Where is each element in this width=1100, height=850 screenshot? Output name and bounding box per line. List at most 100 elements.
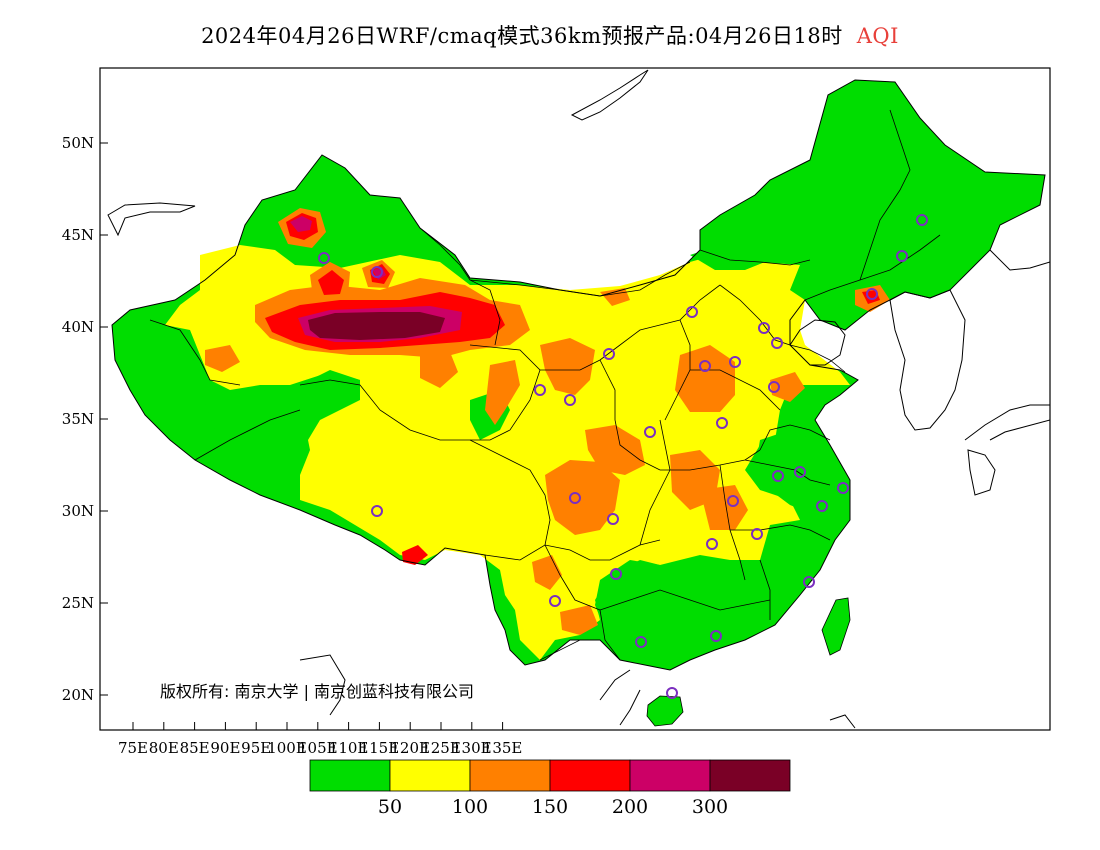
bohai-bay [789,319,846,366]
station-marker[interactable] [916,214,928,226]
legend-label: 50 [378,796,402,818]
legend-label: 200 [612,796,648,818]
aqi-orange-gansu [485,360,520,425]
legend-swatch [709,759,791,792]
station-marker[interactable] [716,417,728,429]
station-marker[interactable] [699,360,711,372]
station-marker[interactable] [603,348,615,360]
legend-swatch [309,759,391,792]
station-marker[interactable] [569,492,581,504]
station-marker[interactable] [816,500,828,512]
station-marker[interactable] [564,394,576,406]
latitude-axis: 50N 45N 40N 35N 30N 25N 20N [62,134,108,704]
station-marker[interactable] [896,250,908,262]
station-marker[interactable] [771,337,783,349]
title-text: 2024年04月26日WRF/cmaq模式36km预报产品:04月26日18时 [201,24,843,48]
station-marker[interactable] [803,576,815,588]
legend-label: 300 [692,796,728,818]
station-marker[interactable] [635,636,647,648]
india-coast [299,654,346,716]
lat-tick-label: 30N [62,502,94,520]
station-marker[interactable] [706,538,718,550]
balkhash-lake [107,202,196,237]
station-marker[interactable] [644,426,656,438]
lon-tick-label: 115E [360,739,400,757]
legend-label: 100 [452,796,488,818]
map-content [107,69,1050,729]
station-marker[interactable] [666,687,678,699]
lon-tick-label: 100E [267,739,307,757]
lon-tick-label: 125E [421,739,461,757]
legend-swatch [629,759,711,792]
station-marker[interactable] [772,470,784,482]
lat-tick-label: 45N [62,226,94,244]
aqi-legend: 50 100 150 200 300 [309,759,791,818]
legend-label: 150 [532,796,568,818]
lon-tick-label: 90E [210,739,240,757]
aqi-magenta-junggar [290,216,312,232]
aqi-orange-west-tip [205,345,240,372]
lake-baikal [570,69,649,121]
lon-tick-label: 80E [149,739,179,757]
lon-tick-label: 120E [390,739,430,757]
station-marker[interactable] [794,466,806,478]
lon-tick-label: 130E [452,739,492,757]
korea-peninsula [889,289,966,431]
lat-tick-label: 35N [62,410,94,428]
aqi-region-maroon [308,312,445,340]
japan-coast [964,404,1050,496]
title-variable: AQI [856,24,899,48]
province-boundaries [149,109,941,661]
station-marker[interactable] [607,513,619,525]
station-marker[interactable] [727,495,739,507]
station-marker[interactable] [686,306,698,318]
station-marker[interactable] [318,252,330,264]
aqi-green-tarim [200,372,360,470]
legend-swatch [389,759,471,792]
lon-tick-label: 135E [483,739,523,757]
aqi-red-junggar2 [318,270,344,295]
station-marker[interactable] [837,482,849,494]
china-border [111,79,1046,671]
lon-tick-label: 95E [241,739,271,757]
station-marker[interactable] [751,528,763,540]
aqi-green-south [595,560,770,660]
indochina-coast [599,669,641,726]
station-marker[interactable] [549,595,561,607]
aqi-orange-ordos [540,338,595,395]
station-marker[interactable] [758,322,770,334]
map-title: 2024年04月26日WRF/cmaq模式36km预报产品:04月26日18时 A… [0,20,1100,50]
plot-frame [99,67,1051,731]
station-marker[interactable] [371,505,383,517]
aqi-orange-tibet-east [420,352,458,388]
aqi-magenta-spot [373,267,386,280]
philippines [829,714,856,729]
station-marker[interactable] [371,266,383,278]
aqi-red-tibet-south [402,545,428,565]
longitude-axis: 75E 80E 85E 90E 95E100E105E110E115E120E125E1… [118,722,522,757]
station-marker[interactable] [768,381,780,393]
monitoring-stations [318,214,928,699]
lat-tick-label: 20N [62,686,94,704]
aqi-orange-chongqing [585,425,645,475]
station-marker[interactable] [534,384,546,396]
station-marker[interactable] [610,568,622,580]
country-outlines [107,69,1050,729]
aqi-green-north [690,245,770,270]
hainan-island [646,695,684,727]
lon-tick-label: 110E [329,739,369,757]
russia-coast [989,249,1050,271]
legend-swatch [549,759,631,792]
station-marker[interactable] [866,288,878,300]
lon-tick-label: 85E [180,739,210,757]
china-aqi-field [112,80,1045,727]
lon-tick-label: 75E [118,739,148,757]
aqi-orange-shandong [770,372,805,402]
lat-tick-label: 50N [62,134,94,152]
aqi-orange-yunnan2 [560,605,598,635]
station-marker[interactable] [729,356,741,368]
station-marker[interactable] [710,630,722,642]
aqi-orange-sichuan [545,460,620,535]
aqi-green-central [755,430,830,515]
